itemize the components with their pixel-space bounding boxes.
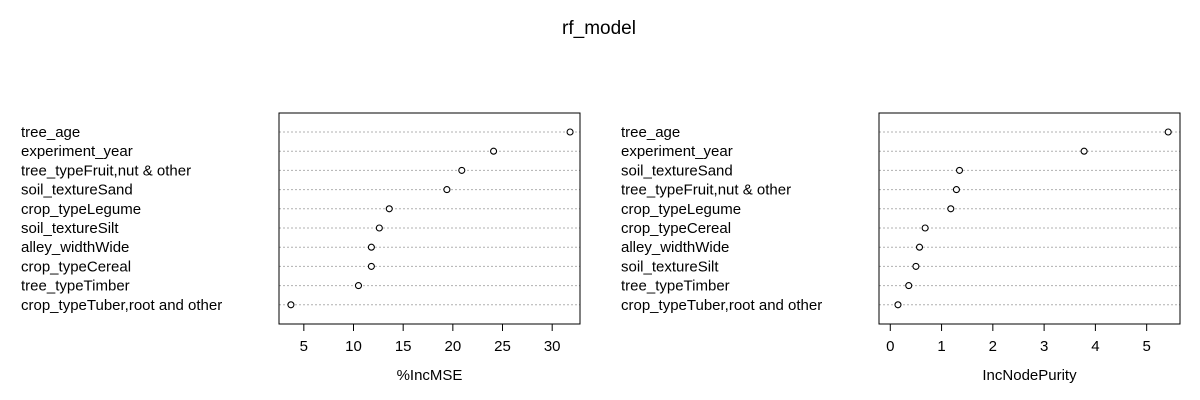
data-point bbox=[367, 262, 375, 270]
category-label: crop_typeCereal bbox=[621, 220, 731, 237]
data-point bbox=[354, 282, 363, 290]
plot-frame bbox=[878, 112, 1181, 325]
category-label: experiment_year bbox=[621, 143, 733, 160]
x-tick-label: 20 bbox=[445, 338, 462, 355]
category-label: crop_typeLegume bbox=[21, 201, 141, 218]
category-label: alley_widthWide bbox=[21, 239, 129, 256]
category-label: tree_typeTimber bbox=[621, 278, 730, 295]
data-point bbox=[443, 186, 451, 194]
data-point bbox=[915, 243, 924, 251]
category-label: soil_textureSand bbox=[21, 182, 133, 199]
panel-incnodepurity: tree_age experiment_year soil_textureSandt… bbox=[621, 112, 1181, 384]
x-tick-label: 2 bbox=[989, 338, 997, 355]
category-label: tree_age bbox=[21, 124, 80, 141]
data-point bbox=[490, 147, 498, 155]
data-point bbox=[375, 224, 383, 232]
data-point bbox=[1080, 147, 1088, 155]
x-tick-label: 1 bbox=[937, 338, 945, 355]
x-tick-label: 4 bbox=[1091, 338, 1099, 355]
figure-title: rf_model bbox=[562, 18, 636, 39]
category-label: crop_typeLegume bbox=[621, 201, 741, 218]
data-point bbox=[458, 166, 466, 174]
data-point bbox=[287, 301, 295, 309]
category-label: alley_widthWide bbox=[621, 239, 729, 256]
x-tick-label: 25 bbox=[494, 338, 511, 355]
x-tick-label: 3 bbox=[1040, 338, 1048, 355]
data-point bbox=[367, 243, 375, 251]
category-label: soil_textureSilt bbox=[21, 220, 119, 237]
category-label: tree_age bbox=[621, 124, 680, 141]
x-tick-label: 5 bbox=[300, 338, 308, 355]
data-point bbox=[1164, 128, 1172, 136]
x-tick-label: 0 bbox=[886, 338, 894, 355]
category-label: experiment_year bbox=[21, 143, 133, 160]
x-axis-label: IncNodePurity bbox=[982, 367, 1077, 384]
category-label: soil_textureSand bbox=[621, 162, 733, 179]
category-label: crop_typeTuber,root and other bbox=[621, 297, 822, 314]
data-point bbox=[905, 282, 913, 290]
data-point bbox=[921, 224, 929, 232]
x-tick-label: 30 bbox=[544, 338, 561, 355]
panel-incmse: tree_age experiment_year tree_typeFruit,nu… bbox=[21, 112, 581, 384]
plot-frame bbox=[278, 112, 581, 325]
category-label: tree_typeFruit,nut & other bbox=[21, 162, 191, 179]
x-tick-label: 5 bbox=[1142, 338, 1150, 355]
x-tick-label: 10 bbox=[345, 338, 362, 355]
data-point bbox=[952, 186, 960, 194]
x-axis-label: %IncMSE bbox=[397, 367, 463, 384]
category-label: crop_typeTuber,root and other bbox=[21, 297, 222, 314]
category-label: tree_typeTimber bbox=[21, 278, 130, 295]
data-point bbox=[912, 262, 920, 270]
x-tick-label: 15 bbox=[395, 338, 412, 355]
category-label: soil_textureSilt bbox=[621, 258, 719, 275]
data-point bbox=[955, 166, 964, 174]
data-point bbox=[385, 205, 393, 213]
data-point bbox=[947, 205, 955, 213]
category-label: crop_typeCereal bbox=[21, 258, 131, 275]
data-point bbox=[566, 128, 574, 136]
category-label: tree_typeFruit,nut & other bbox=[621, 182, 791, 199]
data-point bbox=[894, 301, 902, 309]
